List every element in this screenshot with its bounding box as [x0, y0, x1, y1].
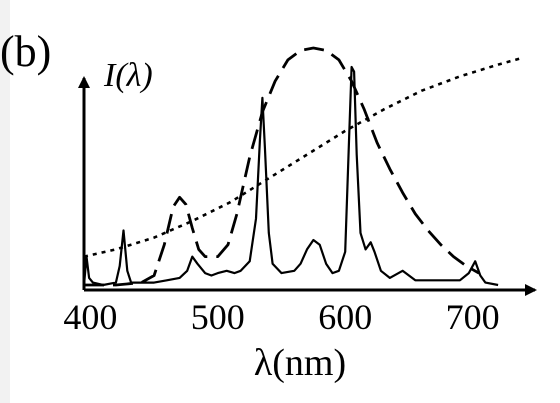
x-tick-labels: 400 500 600 700: [63, 297, 499, 337]
y-axis-label: I(λ): [103, 57, 153, 94]
series-line-solid: [82, 65, 499, 287]
series-line-dotted: [83, 56, 524, 258]
panel-label: (b): [0, 27, 51, 76]
series-line-dashed: [84, 46, 480, 287]
series-group: [82, 46, 524, 287]
x-tick-label-600: 600: [318, 297, 372, 337]
x-tick-label-700: 700: [446, 297, 500, 337]
x-axis-label: λ(nm): [254, 342, 346, 384]
x-tick-label-400: 400: [63, 297, 117, 337]
x-tick-label-500: 500: [191, 297, 245, 337]
